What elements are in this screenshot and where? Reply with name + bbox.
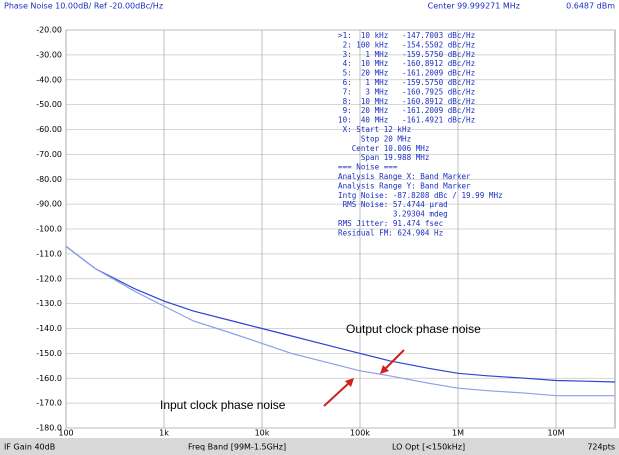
y-tick-label: -160.0: [36, 374, 62, 383]
marker-readout: 7: 3 MHz -160.7925 dBc/Hz: [338, 87, 475, 96]
marker-readout: 5: 20 MHz -161.2009 dBc/Hz: [338, 69, 475, 78]
marker-readout: 2: 100 kHz -154.5502 dBc/Hz: [338, 40, 475, 49]
x-tick-label: 100: [58, 429, 73, 438]
x-tick-label: 10M: [547, 429, 564, 438]
y-tick-label: -130.0: [36, 299, 62, 308]
annotation: Output clock phase noise: [346, 322, 481, 336]
marker-readout: Analysis Range X: Band Marker: [338, 172, 471, 181]
status-text: LO Opt [<150kHz]: [392, 443, 465, 452]
y-tick-label: -170.0: [36, 399, 62, 408]
annotation-arrow: [383, 349, 405, 371]
y-tick-label: -110.0: [36, 249, 62, 258]
y-tick-label: -20.00: [36, 26, 62, 35]
marker-readout: Span 19.988 MHz: [338, 153, 429, 162]
x-tick-label: 1k: [159, 429, 169, 438]
y-tick-label: -180.0: [36, 424, 62, 433]
marker-readout: Residual FM: 624.904 Hz: [338, 228, 443, 237]
y-tick-label: -40.00: [36, 75, 62, 84]
y-tick-label: -60.00: [36, 125, 62, 134]
status-bar: [0, 438, 619, 455]
y-tick-label: -100.0: [36, 225, 62, 234]
y-tick-label: -150.0: [36, 349, 62, 358]
y-tick-label: -80.00: [36, 175, 62, 184]
marker-readout: 9: 20 MHz -161.2009 dBc/Hz: [338, 106, 475, 115]
status-text: 724pts: [587, 443, 615, 452]
y-tick-label: -140.0: [36, 324, 62, 333]
marker-readout: X: Start 12 kHz: [338, 125, 411, 134]
marker-readout: 10: 40 MHz -161.4921 dBc/Hz: [338, 116, 475, 125]
marker-readout: Analysis Range Y: Band Marker: [338, 181, 471, 190]
y-tick-label: -90.00: [36, 200, 62, 209]
marker-readout: RMS Noise: 57.4744 µrad: [338, 200, 448, 209]
marker-readout: Intg Noise: -87.8208 dBc / 19.99 MHz: [338, 191, 503, 200]
y-tick-label: -70.00: [36, 150, 62, 159]
power: 0.6487 dBm: [566, 2, 615, 11]
y-tick-label: -120.0: [36, 274, 62, 283]
marker-readout: 6: 1 MHz -159.5750 dBc/Hz: [338, 78, 475, 87]
status-text: IF Gain 40dB: [4, 443, 55, 452]
center-frequency: Center 99.999271 MHz: [428, 2, 520, 11]
marker-readout: Center 10.006 MHz: [338, 144, 429, 153]
chart-title: Phase Noise 10.00dB/ Ref -20.00dBc/Hz: [4, 2, 163, 11]
series-line: [65, 245, 616, 383]
x-tick-label: 1M: [452, 429, 464, 438]
marker-readout: 8: 10 MHz -160.8912 dBc/Hz: [338, 97, 475, 106]
series-line: [65, 245, 615, 397]
marker-readout: >1: 10 kHz -147.7003 dBc/Hz: [338, 31, 475, 40]
marker-readout: Stop 20 MHz: [338, 134, 411, 143]
marker-readout: 3.29304 mdeg: [338, 210, 448, 219]
x-tick-label: 100k: [350, 429, 370, 438]
marker-readout: 4: 10 MHz -160.8912 dBc/Hz: [338, 59, 475, 68]
x-tick-label: 10k: [255, 429, 270, 438]
y-tick-label: -50.00: [36, 100, 62, 109]
y-tick-label: -30.00: [36, 50, 62, 59]
marker-readout: RMS Jitter: 91.474 fsec: [338, 219, 443, 228]
annotation: Input clock phase noise: [160, 398, 286, 412]
annotation-arrow: [323, 381, 351, 407]
marker-readout: === Noise ===: [338, 163, 398, 172]
arrow-head: [345, 378, 354, 387]
arrow-head: [380, 365, 389, 374]
marker-readout: 3: 1 MHz -159.5750 dBc/Hz: [338, 50, 475, 59]
status-text: Freq Band [99M-1.5GHz]: [188, 443, 286, 452]
